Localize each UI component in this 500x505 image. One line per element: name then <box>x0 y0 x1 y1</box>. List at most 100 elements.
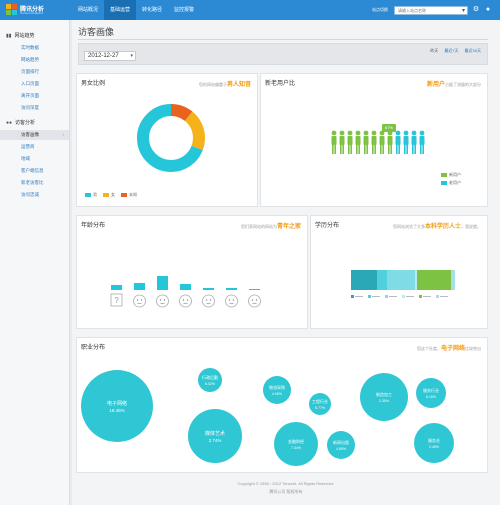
sidebar-item-loyalty[interactable]: 访问忠诚 <box>21 192 39 197</box>
occupation-bubble[interactable] <box>327 431 355 459</box>
education-panel: 学历分布 您网站浏览了大多本科学历人士，我说就。 <box>310 215 488 329</box>
education-segment[interactable] <box>415 270 417 290</box>
sidebar-item-entry-pages[interactable]: 入口页面 <box>21 81 39 86</box>
user-pictograph <box>331 130 425 154</box>
legend-unknown: 未知 <box>121 192 137 198</box>
top-right-controls: 站点切换 请输入站点名称 ▾ ⚙ ● <box>372 0 500 20</box>
occupation-bubble[interactable] <box>416 378 446 408</box>
gender-legend: 男 女 未知 <box>85 192 137 198</box>
education-legend-text <box>355 296 363 297</box>
sidebar-group-trend[interactable]: ▮▮ 网站趋势 <box>6 32 35 40</box>
date-select[interactable]: 2012-12-27 ▾ <box>84 51 136 61</box>
gear-icon[interactable]: ⚙ <box>472 6 480 13</box>
age-bar[interactable] <box>226 288 237 290</box>
female-slice[interactable] <box>137 104 205 172</box>
logo-mark-icon <box>6 4 17 15</box>
occupation-panel: 职业分布 您这个社度，电子网络比较突出 电子网络 18.45% 行政后勤 6.02% 媒… <box>76 337 488 473</box>
nav-conversion[interactable]: 转化路径 <box>142 7 163 13</box>
old-user-icon <box>419 130 425 154</box>
range-30days[interactable]: 最近30天 <box>464 48 481 53</box>
sidebar-item-region[interactable]: 地域 <box>21 156 30 161</box>
logo[interactable]: 腾讯分析 Tencent Analytics <box>6 3 50 17</box>
gender-note-text: 您的网站偏重于 <box>198 82 227 87</box>
education-segment[interactable] <box>417 270 451 290</box>
age-note: 您们家网站的网站为青年之家 <box>241 221 301 230</box>
occupation-bubble-percent: 18.45% <box>109 408 124 413</box>
education-segment[interactable] <box>387 270 415 290</box>
sidebar-item-realtime[interactable]: 实时数据 <box>21 45 39 50</box>
unknown-slice[interactable] <box>137 104 205 172</box>
newold-title: 新老用户比 <box>265 81 296 87</box>
education-legend-swatch <box>368 295 371 298</box>
age-note-highlight: 青年之家 <box>276 224 301 230</box>
range-yesterday[interactable]: 昨天 <box>430 48 439 53</box>
chart-icon: ▮▮ <box>6 32 12 39</box>
education-segment[interactable] <box>451 270 455 290</box>
legend-new-user: 新用户 <box>441 172 461 178</box>
range-7days[interactable]: 最近7天 <box>444 48 459 53</box>
nav-basic-ops[interactable]: 基础运营 <box>104 0 137 20</box>
occupation-note: 您这个社度，电子网络比较突出 <box>417 343 481 352</box>
user-icon[interactable]: ● <box>485 6 491 13</box>
occupation-bubble[interactable] <box>360 373 408 421</box>
newold-note-text: 占据了流量的大部分 <box>445 82 481 87</box>
occupation-bubble[interactable] <box>309 393 331 415</box>
newold-note-highlight: 新用户 <box>426 82 445 88</box>
site-switch-label: 站点切换 <box>372 7 388 12</box>
old-user-icon <box>395 130 401 154</box>
legend-female: 女 <box>103 192 115 198</box>
age-bar[interactable] <box>180 284 191 290</box>
sidebar-group-label: 访客分析 <box>15 120 36 126</box>
occupation-bubble-percent: 2.30% <box>379 399 389 403</box>
occupation-bubble-label: 媒体艺术 <box>205 430 225 437</box>
sidebar-item-carrier[interactable]: 运营商 <box>21 144 35 149</box>
site-select[interactable]: 请输入站点名称 ▾ <box>394 5 468 15</box>
age-bar[interactable] <box>157 276 168 290</box>
sidebar-group-label: 网站趋势 <box>14 33 35 39</box>
old-user-icon <box>403 130 409 154</box>
main-content: 访客画像 2012-12-27 ▾ 昨天 最近7天 最近30天 男女比例 您的网… <box>72 20 500 505</box>
occupation-bubble[interactable] <box>274 422 318 466</box>
age-bar[interactable] <box>111 285 122 290</box>
age-chart: ? <box>110 276 261 308</box>
education-legend-swatch <box>385 295 388 298</box>
sidebar-group-visitors[interactable]: ●● 访客分析 <box>6 119 36 127</box>
nav-monitoring[interactable]: 监控报警 <box>174 7 195 13</box>
nav-overview[interactable]: 网站概况 <box>78 7 99 13</box>
education-segment[interactable] <box>351 270 377 290</box>
sidebar-item-new-old-ratio[interactable]: 新老访客比 <box>21 180 44 185</box>
education-segment[interactable] <box>377 270 387 290</box>
age-bar[interactable] <box>249 289 260 290</box>
education-legend-text <box>372 296 380 297</box>
education-note: 您网站浏览了大多本科学历人士，我说就。 <box>393 221 481 230</box>
occupation-bubble-label: 金融财经 <box>288 438 304 444</box>
education-legend-text <box>423 296 431 297</box>
sidebar-item-exit-pages[interactable]: 离开页面 <box>21 93 39 98</box>
sidebar-item-visitor-profile[interactable]: 访客画像 › <box>0 130 69 140</box>
education-legend-text <box>440 296 448 297</box>
unknown-age-icon <box>110 293 123 307</box>
face-icon <box>179 294 192 308</box>
new-user-icon <box>339 130 345 154</box>
footer-company: 腾讯公司 版权所有 <box>269 489 303 494</box>
occupation-bubble[interactable] <box>414 423 454 463</box>
occupation-bubble[interactable] <box>198 368 222 392</box>
sidebar-item-depth[interactable]: 访问深度 <box>21 105 39 110</box>
education-note-text: 您网站浏览了大多 <box>392 224 425 229</box>
new-user-icon <box>355 130 361 154</box>
occupation-bubble-label: 工程行业 <box>312 398 328 404</box>
occupation-bubble[interactable] <box>188 409 242 463</box>
occupation-bubble[interactable] <box>81 370 153 442</box>
sidebar-item-page-rank[interactable]: 页面排行 <box>21 69 39 74</box>
age-bar[interactable] <box>134 283 145 290</box>
sidebar-item-client-info[interactable]: 客户端信息 <box>21 168 44 173</box>
occupation-bubble-label: 服务行业 <box>423 387 439 393</box>
chevron-down-icon: ▾ <box>461 7 465 14</box>
age-bar[interactable] <box>203 288 214 290</box>
chevron-right-icon: › <box>62 132 65 137</box>
occupation-bubble[interactable] <box>263 376 291 404</box>
legend-old-user: 老用户 <box>441 180 461 186</box>
education-legend-swatch <box>419 295 422 298</box>
sidebar-item-trend[interactable]: 网站趋势 <box>21 57 39 62</box>
education-legend-swatch <box>351 295 354 298</box>
